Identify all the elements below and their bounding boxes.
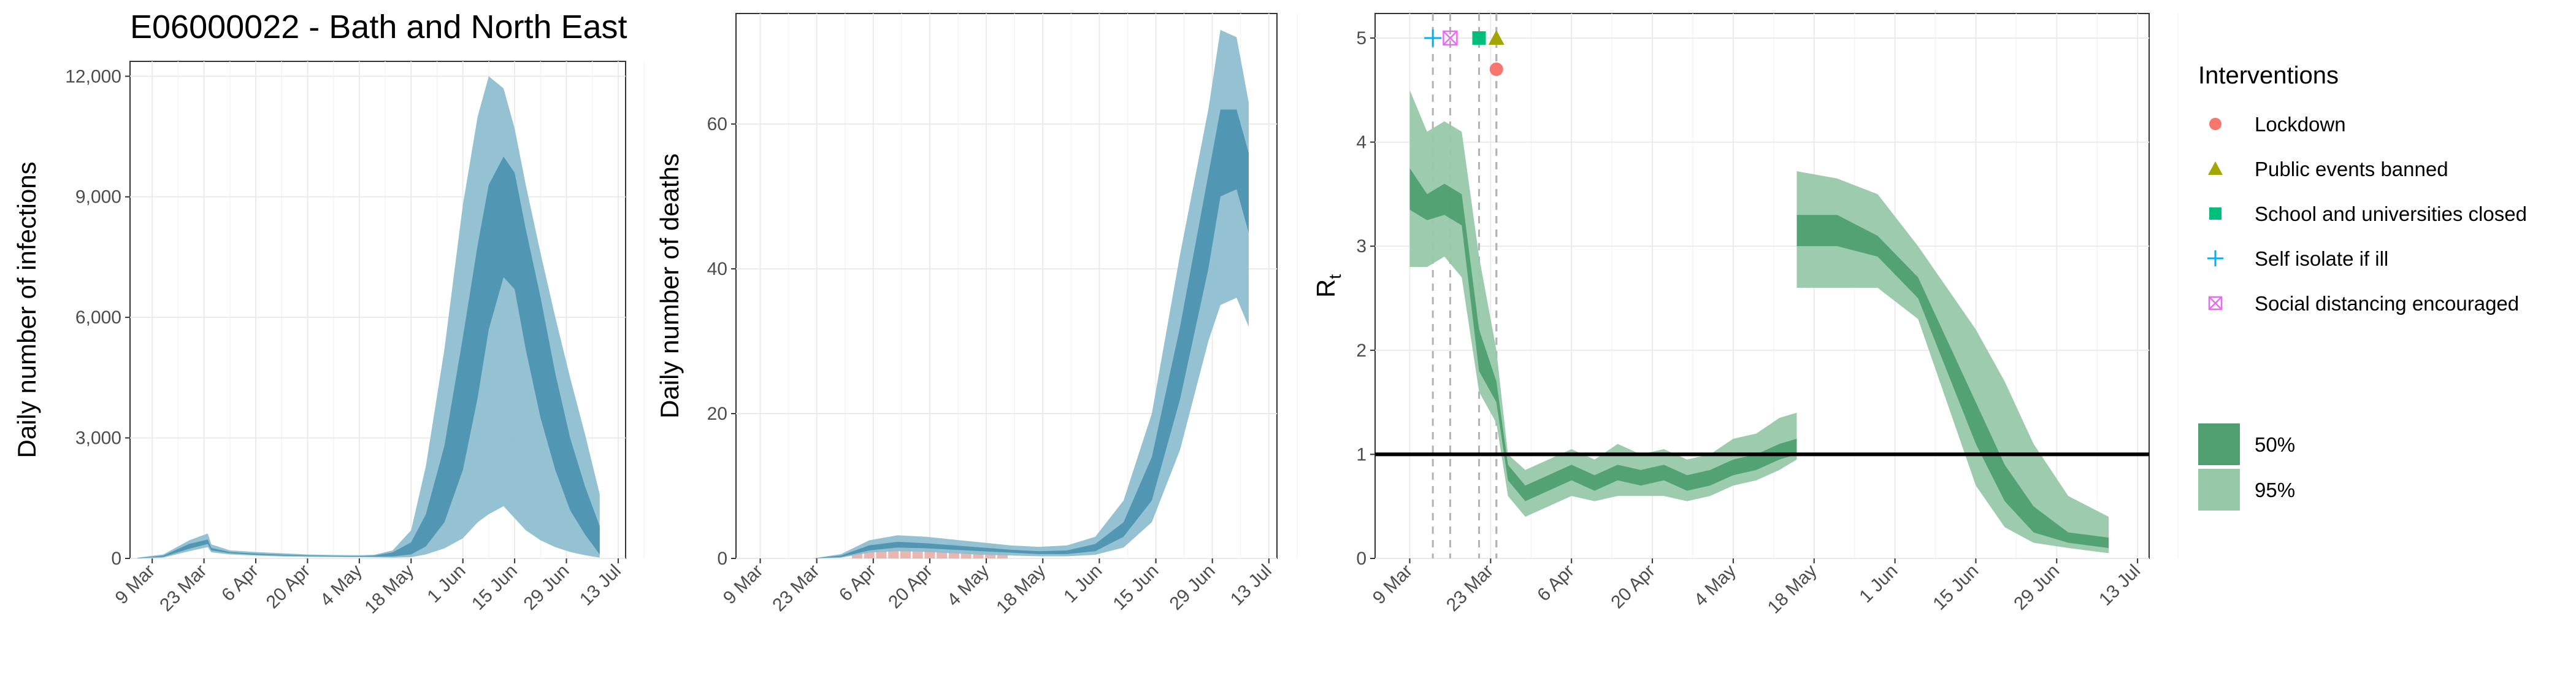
ci-legend-swatch xyxy=(2198,423,2240,465)
infections-y-axis-label: Daily number of infections xyxy=(12,161,41,458)
y-tick-label: 3 xyxy=(1356,236,1367,257)
ci-legend-label: 50% xyxy=(2255,433,2295,456)
y-tick-label: 3,000 xyxy=(75,428,121,449)
x-tick-label: 4 May xyxy=(316,561,366,611)
x-tick-label: 20 Apr xyxy=(884,561,937,613)
x-tick-label: 13 Jul xyxy=(2095,561,2144,610)
x-tick-label: 18 May xyxy=(361,561,418,618)
intervention-markers xyxy=(1424,29,1505,76)
y-tick-label: 40 xyxy=(707,259,727,279)
x-tick-label: 9 Mar xyxy=(1369,561,1417,609)
x-tick-label: 1 Jun xyxy=(423,561,469,607)
x-tick-label: 15 Jun xyxy=(1109,561,1162,614)
interventions-legend-title: Interventions xyxy=(2198,62,2339,89)
ci-legend-label: 95% xyxy=(2255,479,2295,501)
y-tick-label: 0 xyxy=(1356,549,1367,569)
x-tick-label: 23 Mar xyxy=(156,561,210,615)
deaths-y-axis-label: Daily number of deaths xyxy=(655,153,684,419)
legend-item-label: School and universities closed xyxy=(2255,203,2527,225)
y-tick-label: 60 xyxy=(707,114,727,134)
square-marker xyxy=(1472,31,1486,45)
y-tick-label: 1 xyxy=(1356,444,1367,465)
x-tick-label: 6 Apr xyxy=(1533,561,1578,606)
y-tick-label: 9,000 xyxy=(75,187,121,207)
x-tick-label: 13 Jul xyxy=(576,561,625,610)
observed-death-bar xyxy=(876,551,887,558)
x-tick-label: 29 Jun xyxy=(1166,561,1219,614)
x-tick-label: 29 Jun xyxy=(519,561,573,614)
boxed-x-marker xyxy=(2208,296,2223,311)
x-tick-label: 15 Jun xyxy=(468,561,521,614)
y-tick-label: 0 xyxy=(717,549,727,569)
x-tick-label: 20 Apr xyxy=(1607,561,1659,613)
y-tick-label: 0 xyxy=(111,549,121,569)
interventions-legend: Interventions Lockdown Public events bann… xyxy=(2198,62,2527,315)
y-tick-label: 6,000 xyxy=(75,307,121,328)
x-tick-label: 6 Apr xyxy=(835,561,880,606)
x-tick-label: 13 Jul xyxy=(1227,561,1276,610)
legend-item-label: Public events banned xyxy=(2255,158,2448,180)
y-tick-label: 12,000 xyxy=(65,66,121,87)
observed-death-bar xyxy=(937,551,948,558)
y-tick-label: 20 xyxy=(707,404,727,424)
boxed-x-marker xyxy=(1443,30,1458,46)
x-tick-label: 23 Mar xyxy=(769,561,823,615)
legend-item-label: Lockdown xyxy=(2255,113,2346,136)
rt-bands xyxy=(1409,90,2109,554)
triangle-marker xyxy=(2208,161,2223,175)
x-tick-label: 1 Jun xyxy=(1855,561,1901,607)
x-tick-label: 1 Jun xyxy=(1060,561,1106,607)
circle-marker xyxy=(1489,62,1503,76)
x-tick-label: 18 May xyxy=(992,561,1049,618)
observed-death-bar xyxy=(960,551,972,558)
rt-y-axis-label: Rt xyxy=(1311,274,1344,298)
x-tick-label: 23 Mar xyxy=(1443,561,1497,615)
plus-marker xyxy=(1424,29,1442,47)
ci-band-50pct xyxy=(137,156,600,558)
x-tick-label: 18 May xyxy=(1764,561,1821,618)
page-title: E06000022 - Bath and North East xyxy=(130,9,627,45)
x-tick-label: 29 Jun xyxy=(2010,561,2063,614)
rt-x-ticks: 9 Mar 23 Mar 6 Apr 20 Apr 4 May 18 May 1 Jun 15… xyxy=(1369,558,2144,618)
ci-legend: 50% 95% xyxy=(2198,423,2295,511)
x-tick-label: 4 May xyxy=(1690,561,1740,611)
plus-marker xyxy=(2207,250,2223,266)
triangle-marker xyxy=(1488,29,1505,45)
circle-marker xyxy=(2209,118,2221,130)
x-tick-label: 6 Apr xyxy=(218,561,263,606)
rt-y-ticks: 0 1 2 3 4 5 xyxy=(1356,28,1375,569)
square-marker xyxy=(2209,207,2221,220)
ci-band-95pct xyxy=(137,76,600,559)
infections-y-ticks: 0 3,000 6,000 9,000 12,000 xyxy=(65,66,130,569)
deaths-y-ticks: 0 20 40 60 xyxy=(707,114,736,569)
observed-death-bar xyxy=(912,551,923,558)
legend-item-label: Social distancing encouraged xyxy=(2255,292,2519,315)
x-tick-label: 15 Jun xyxy=(1929,561,1982,614)
ci-legend-swatch xyxy=(2198,469,2240,511)
rt-panel: 0 1 2 3 4 5 9 Mar 23 Mar 6 Apr 20 Apr 4 May 18 May… xyxy=(1311,13,2179,618)
x-tick-label: 4 May xyxy=(943,561,993,611)
y-tick-label: 5 xyxy=(1356,28,1367,48)
observed-death-bar xyxy=(973,551,984,558)
legend-item-label: Self isolate if ill xyxy=(2255,247,2388,270)
deaths-x-ticks: 9 Mar 23 Mar 6 Apr 20 Apr 4 May 18 May 1 Jun 15… xyxy=(719,558,1276,618)
x-tick-label: 20 Apr xyxy=(263,561,315,613)
y-tick-label: 2 xyxy=(1356,341,1367,361)
y-tick-label: 4 xyxy=(1356,133,1367,153)
infections-bands xyxy=(137,76,600,559)
